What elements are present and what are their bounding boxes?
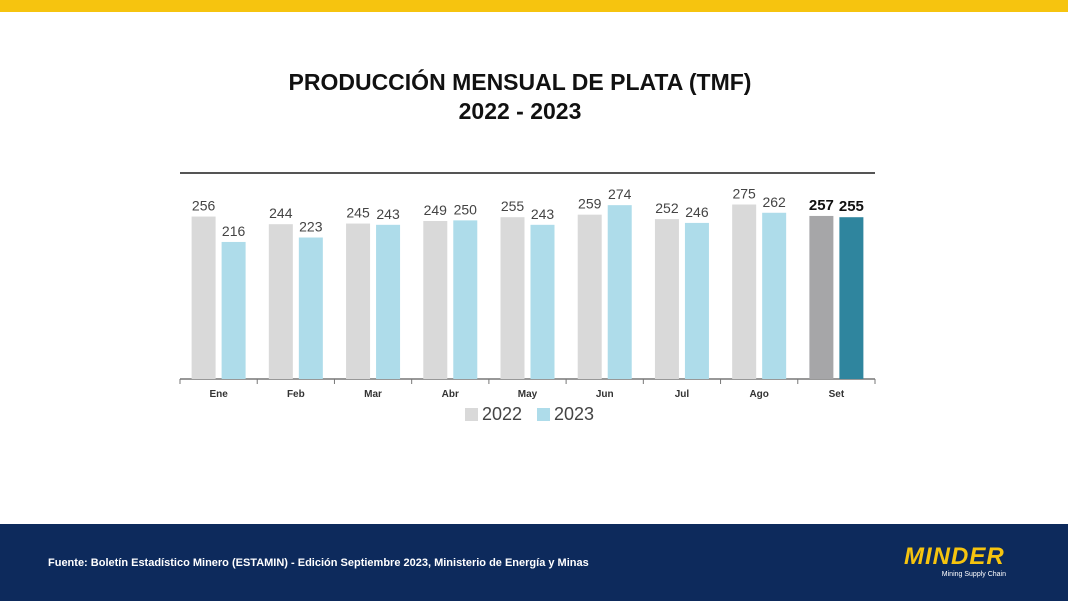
data-label-2022-Jun: 259 [578,196,602,212]
bar-2023-Ago [762,212,787,379]
data-label-2022-Ago: 275 [732,186,756,202]
bar-2022-Mar [346,223,371,379]
bar-2022-Abr [423,221,448,379]
x-tick-label-May: May [518,389,538,400]
bar-2023-Ene [221,241,246,379]
legend-label-2022: 2022 [482,404,522,424]
logo-tagline: Mining Supply Chain [941,571,1006,578]
bar-chart-svg: 256 216 Ene 244 223 Feb 245 243 Mar 249 250 Abr 255 2… [179,172,876,424]
data-label-2023-Abr: 250 [454,201,478,217]
data-label-2022-Jul: 252 [655,200,679,216]
data-label-2023-Mar: 243 [376,206,400,222]
bar-2022-Jul [654,219,679,379]
x-tick-label-Feb: Feb [287,389,305,400]
bar-2023-Jun [607,205,632,379]
data-label-2023-Set: 255 [839,198,864,215]
x-tick-label-Mar: Mar [364,389,382,400]
bar-2023-May [530,224,555,379]
top-accent-bar [0,0,1068,12]
bar-2023-Abr [453,220,478,379]
data-label-2023-Ene: 216 [222,223,246,239]
legend-swatch-2022 [465,408,478,421]
bar-2022-Feb [268,224,293,379]
data-label-2022-May: 255 [501,198,525,214]
bar-2023-Jul [684,222,709,379]
data-label-2023-Jun: 274 [608,186,632,202]
x-tick-label-Abr: Abr [442,389,459,400]
title-line-2: 2022 - 2023 [458,98,582,124]
data-label-2022-Feb: 244 [269,205,293,221]
footer-source-text: Fuente: Boletín Estadístico Minero (ESTA… [48,557,589,569]
minder-logo: MINDER Mining Supply Chain [904,544,1014,584]
data-label-2022-Abr: 249 [424,202,448,218]
x-tick-label-Ago: Ago [749,389,768,400]
data-label-2022-Ene: 256 [192,198,216,214]
data-label-2023-Feb: 223 [299,219,323,235]
x-tick-label-Jun: Jun [596,389,614,400]
x-tick-label-Set: Set [829,389,845,400]
bar-2022-Set [809,215,834,379]
footer: Fuente: Boletín Estadístico Minero (ESTA… [0,524,1068,601]
bar-2022-May [500,217,525,379]
bar-2022-Jun [577,214,602,379]
bar-2022-Ago [732,204,757,379]
logo-wordmark: MINDER [904,543,1005,570]
data-label-2023-Ago: 262 [762,194,786,210]
bar-2023-Mar [376,224,401,379]
bar-2023-Set [839,217,864,379]
bar-chart: 256 216 Ene 244 223 Feb 245 243 Mar 249 250 Abr 255 2… [170,165,890,445]
page-title: PRODUCCIÓN MENSUAL DE PLATA (TMF) 2022 -… [0,68,1040,126]
data-label-2022-Set: 257 [809,197,834,214]
title-line-1: PRODUCCIÓN MENSUAL DE PLATA (TMF) [288,69,752,95]
legend-label-2023: 2023 [554,404,594,424]
data-label-2022-Mar: 245 [346,205,370,221]
data-label-2023-Jul: 246 [685,204,709,220]
data-label-2023-May: 243 [531,206,555,222]
bar-2023-Feb [298,237,323,379]
x-tick-label-Ene: Ene [209,389,228,400]
legend-swatch-2023 [537,408,550,421]
x-tick-label-Jul: Jul [675,389,690,400]
bar-2022-Ene [191,216,216,379]
